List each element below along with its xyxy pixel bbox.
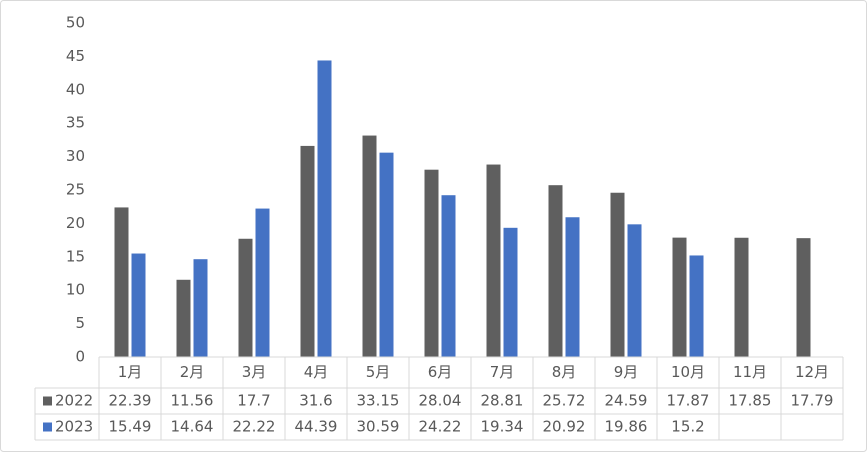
table-value: 17.7	[237, 392, 270, 410]
y-tick-label: 0	[75, 348, 85, 366]
bar	[486, 164, 501, 357]
table-value: 17.87	[667, 392, 710, 410]
bar	[796, 238, 811, 357]
table-value: 44.39	[295, 418, 338, 436]
table-value: 28.81	[481, 392, 524, 410]
bar	[503, 227, 518, 357]
bar	[300, 145, 315, 357]
x-tick-label: 12月	[795, 363, 829, 381]
bar	[565, 217, 580, 357]
legend-key	[43, 396, 52, 406]
x-tick-label: 8月	[552, 363, 577, 381]
bar	[255, 208, 270, 357]
legend-key	[43, 422, 52, 432]
bar	[362, 135, 377, 357]
y-tick-label: 30	[66, 147, 85, 165]
table-value: 11.56	[171, 392, 214, 410]
table-value: 33.15	[357, 392, 400, 410]
bar	[610, 192, 625, 357]
bar	[734, 237, 749, 357]
table-value: 17.79	[791, 392, 834, 410]
table-value: 28.04	[419, 392, 462, 410]
x-tick-label: 10月	[671, 363, 705, 381]
bar	[114, 207, 129, 357]
table-value: 22.39	[109, 392, 152, 410]
bar	[193, 259, 208, 357]
table-value: 15.2	[671, 418, 704, 436]
table-value: 20.92	[543, 418, 586, 436]
y-tick-label: 45	[66, 47, 85, 65]
y-tick-label: 35	[66, 114, 85, 132]
y-tick-label: 25	[66, 181, 85, 199]
bar	[689, 255, 704, 357]
bar	[627, 224, 642, 357]
table-value: 24.22	[419, 418, 462, 436]
table-value: 17.85	[729, 392, 772, 410]
legend-label: 2023	[55, 418, 93, 436]
bar	[176, 279, 191, 357]
x-tick-label: 1月	[118, 363, 143, 381]
table-value: 22.22	[233, 418, 276, 436]
table-value: 30.59	[357, 418, 400, 436]
table-value: 25.72	[543, 392, 586, 410]
bar	[317, 60, 332, 358]
x-tick-label: 3月	[242, 363, 267, 381]
bar	[441, 195, 456, 357]
y-tick-label: 10	[66, 281, 85, 299]
y-tick-label: 20	[66, 214, 85, 232]
y-tick-label: 5	[75, 314, 85, 332]
legend-label: 2022	[55, 392, 93, 410]
table-value: 19.34	[481, 418, 524, 436]
y-tick-label: 15	[66, 247, 85, 265]
bar	[379, 152, 394, 357]
x-tick-label: 7月	[490, 363, 515, 381]
table-value: 19.86	[605, 418, 648, 436]
bar	[238, 238, 253, 357]
table-value: 14.64	[171, 418, 214, 436]
y-tick-label: 50	[66, 14, 85, 32]
bar	[548, 185, 563, 357]
x-tick-label: 11月	[733, 363, 767, 381]
x-tick-label: 5月	[366, 363, 391, 381]
bar	[672, 237, 687, 357]
table-value: 31.6	[299, 392, 332, 410]
x-tick-label: 9月	[614, 363, 639, 381]
x-tick-label: 4月	[304, 363, 329, 381]
bar	[131, 253, 146, 357]
bar	[424, 169, 439, 357]
table-value: 15.49	[109, 418, 152, 436]
x-tick-label: 6月	[428, 363, 453, 381]
y-tick-label: 40	[66, 80, 85, 98]
table-value: 24.59	[605, 392, 648, 410]
x-tick-label: 2月	[180, 363, 205, 381]
